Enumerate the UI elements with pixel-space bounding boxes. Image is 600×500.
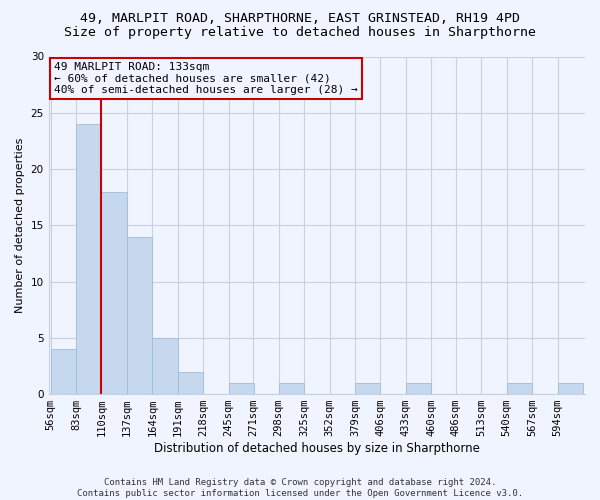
X-axis label: Distribution of detached houses by size in Sharpthorne: Distribution of detached houses by size … [154,442,480,455]
Bar [101,192,127,394]
Text: 49, MARLPIT ROAD, SHARPTHORNE, EAST GRINSTEAD, RH19 4PD: 49, MARLPIT ROAD, SHARPTHORNE, EAST GRIN… [80,12,520,26]
Text: Contains HM Land Registry data © Crown copyright and database right 2024.
Contai: Contains HM Land Registry data © Crown c… [77,478,523,498]
Bar [178,372,203,394]
Bar [278,383,304,394]
Bar [50,349,76,394]
Text: 49 MARLPIT ROAD: 133sqm
← 60% of detached houses are smaller (42)
40% of semi-de: 49 MARLPIT ROAD: 133sqm ← 60% of detache… [54,62,358,95]
Bar [355,383,380,394]
Bar [557,383,583,394]
Bar [507,383,532,394]
Bar [152,338,178,394]
Bar [406,383,431,394]
Bar [229,383,254,394]
Bar [76,124,101,394]
Bar [127,236,152,394]
Y-axis label: Number of detached properties: Number of detached properties [15,138,25,313]
Text: Size of property relative to detached houses in Sharpthorne: Size of property relative to detached ho… [64,26,536,39]
